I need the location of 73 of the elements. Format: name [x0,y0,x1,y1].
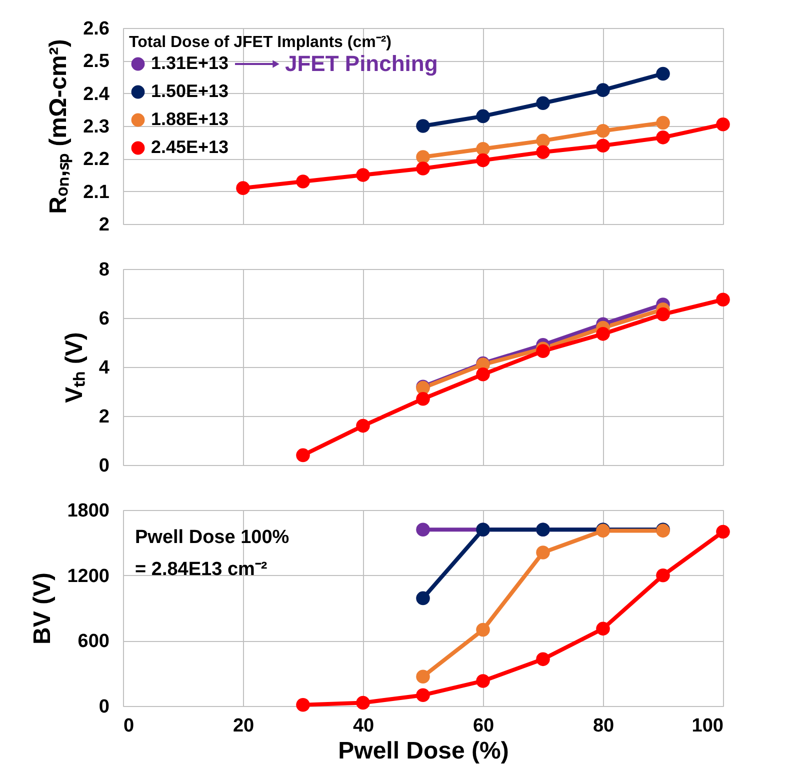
point [596,622,610,636]
x-axis-title: Pwell Dose (%) [338,738,509,764]
x-tick-label: 40 [352,716,374,736]
y-tick-label: 1200 [67,566,110,587]
x-tick-label: 80 [592,716,614,736]
point [476,674,490,688]
point [296,174,310,188]
point [656,307,670,322]
x-tick-label: 60 [472,716,494,736]
point [536,652,550,666]
y-axis-title: Vₜₕ (V) [60,332,88,403]
point [536,145,550,160]
point [536,344,550,358]
point [596,327,610,341]
y-tick-label: 4 [98,358,110,378]
point [416,688,430,702]
point [476,367,490,382]
point [416,119,430,133]
y-tick-label: 2 [98,406,110,428]
point [416,162,430,176]
y-tick-label: 6 [98,308,110,330]
y-axis-title: Rₒₙ,ₛₚ (mΩ-cm²) [45,39,74,214]
point [596,138,610,152]
point [476,142,490,156]
y-tick-label: 0 [98,456,110,476]
point [656,66,670,81]
point [296,698,310,712]
y-tick-label: 2.4 [83,84,110,105]
legend-label: 2.45E+13 [151,137,229,157]
point [716,117,730,132]
point [656,116,670,130]
y-tick-label: 0 [98,696,110,718]
point [536,546,550,560]
y-tick-label: 8 [98,260,110,280]
point [356,696,370,710]
point [416,392,430,406]
point [416,591,430,606]
point [416,670,430,684]
y-tick-label: 2.2 [83,149,110,170]
point [296,448,310,462]
point [356,418,370,433]
x-tick-label: 20 [232,716,254,736]
point [236,181,250,195]
y-tick-label: 600 [78,631,110,652]
annotation: JFET Pinching [285,51,438,76]
point [596,83,610,97]
point [476,622,490,637]
point [656,130,670,144]
x-tick-label: 0 [124,716,134,736]
point [416,522,430,536]
y-tick-label: 2.3 [83,116,110,138]
point [356,168,370,182]
y-tick-label: 2 [98,214,110,236]
legend-label: 1.88E+13 [151,109,229,129]
y-axis-title: BV (V) [29,572,56,644]
y-tick-label: 2.1 [83,182,110,203]
annotation: Pwell Dose 100% = 2.84E13 cm⁻² [135,527,290,580]
point [416,150,430,164]
y-tick-label: 2.5 [83,51,110,72]
legend-title: Total Dose of JFET Implants (cm⁻²) [129,34,392,51]
point [536,134,550,148]
point [656,568,670,582]
point [716,524,730,539]
x-tick-label: 100 [692,716,724,736]
point [536,96,550,110]
y-tick-label: 1800 [67,500,110,522]
legend-label: 1.50E+13 [151,81,229,101]
legend-label: 1.31E+13 [151,53,229,73]
point [716,292,730,307]
point [596,124,610,138]
y-tick-label: 2.6 [83,18,110,40]
point [476,109,490,124]
point [476,153,490,168]
